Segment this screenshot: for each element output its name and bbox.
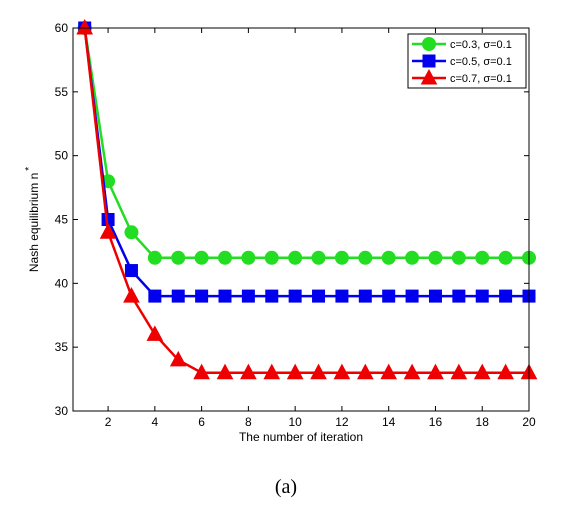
data-point (146, 325, 164, 341)
data-point (216, 363, 234, 380)
data-point (427, 363, 444, 380)
data-point (450, 363, 468, 380)
data-point (405, 289, 419, 303)
y-tick-label: 55 (55, 85, 69, 99)
x-tick-label: 14 (382, 415, 396, 429)
data-point (334, 250, 349, 265)
data-point (194, 250, 209, 265)
data-point (76, 18, 94, 35)
x-tick-label: 20 (522, 415, 536, 429)
data-point (356, 363, 374, 380)
data-point (497, 363, 514, 380)
data-point (403, 363, 421, 380)
data-point (358, 289, 372, 303)
y-tick-label: 60 (55, 21, 69, 35)
y-tick-label: 45 (55, 213, 69, 227)
y-tick-label: 40 (55, 276, 69, 290)
data-point (475, 250, 490, 265)
data-point (171, 250, 186, 265)
data-point (333, 363, 351, 380)
data-point (382, 289, 396, 303)
data-point (452, 289, 466, 303)
legend-marker (420, 68, 438, 85)
data-point (171, 289, 185, 303)
data-point (428, 289, 442, 303)
data-point (473, 363, 491, 380)
data-point (193, 363, 210, 380)
y-tick-label: 30 (55, 404, 69, 418)
figure-caption: (a) (274, 476, 298, 498)
axes-layer: 2 4 6 8 10 12 14 16 18 20 30 35 40 45 50 55 60 (55, 21, 536, 429)
y-axis-label: Nash equilibrium n * (24, 167, 41, 272)
data-point (218, 289, 232, 303)
data-point (263, 363, 281, 380)
data-point (169, 350, 187, 367)
data-point (428, 250, 443, 265)
data-point (498, 250, 513, 265)
data-point (310, 363, 327, 380)
data-point (264, 250, 279, 265)
data-point (312, 289, 326, 303)
data-point (358, 250, 373, 265)
x-tick-label: 16 (429, 415, 443, 429)
data-point (241, 250, 256, 265)
data-point (451, 250, 466, 265)
data-point (218, 250, 232, 265)
data-point (288, 289, 302, 303)
data-point (311, 250, 326, 265)
y-tick-label: 35 (55, 340, 69, 354)
legend-label: c=0.5, σ=0.1 (450, 56, 512, 68)
data-point (265, 289, 279, 303)
data-point (381, 250, 396, 265)
data-point (240, 363, 257, 380)
legend-marker (422, 37, 436, 51)
data-point (475, 289, 489, 303)
data-point (288, 250, 303, 265)
x-tick-label: 6 (198, 415, 205, 429)
x-tick-label: 8 (245, 415, 252, 429)
data-point (123, 287, 140, 303)
data-point (124, 225, 139, 240)
legend-label: c=0.7, σ=0.1 (450, 73, 512, 85)
legend-entry: c=0.5, σ=0.1 (412, 54, 512, 68)
data-point (335, 289, 349, 303)
x-tick-label: 10 (288, 415, 302, 429)
line-chart: 2 4 6 8 10 12 14 16 18 20 30 35 40 45 50 55 60 The numbe… (24, 18, 538, 444)
data-point (195, 289, 209, 303)
legend-entry: c=0.7, σ=0.1 (412, 68, 512, 85)
data-point (405, 250, 420, 265)
x-tick-label: 4 (152, 415, 159, 429)
data-point (124, 264, 138, 278)
legend-entry: c=0.3, σ=0.1 (412, 37, 512, 51)
data-point (380, 363, 398, 380)
series-3 (76, 18, 538, 380)
data-point (99, 223, 117, 239)
x-tick-label: 12 (335, 415, 349, 429)
data-point (499, 289, 513, 303)
legend: c=0.3, σ=0.1 c=0.5, σ=0.1 c=0.7, σ=0.1 (407, 33, 527, 89)
y-tick-label: 50 (55, 149, 69, 163)
data-point (148, 289, 162, 303)
data-point (241, 289, 255, 303)
legend-label: c=0.3, σ=0.1 (450, 39, 512, 51)
y-axis-label-text: Nash equilibrium n (27, 173, 41, 272)
y-axis-label-group: Nash equilibrium n * (24, 167, 41, 272)
x-tick-label: 2 (105, 415, 112, 429)
y-axis-label-superscript: * (24, 167, 35, 171)
x-tick-label: 18 (476, 415, 490, 429)
legend-marker (422, 54, 436, 68)
data-point (286, 363, 304, 380)
x-axis-label: The number of iteration (239, 430, 363, 444)
data-point (147, 250, 162, 265)
